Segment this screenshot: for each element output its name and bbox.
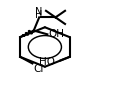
Circle shape <box>25 33 27 34</box>
Text: HO: HO <box>39 57 55 67</box>
Circle shape <box>26 33 28 34</box>
Circle shape <box>28 31 30 32</box>
Circle shape <box>30 32 31 33</box>
Circle shape <box>23 35 24 36</box>
Text: Cl: Cl <box>33 64 43 74</box>
Text: H: H <box>35 10 43 20</box>
Circle shape <box>27 34 28 35</box>
Text: OH: OH <box>48 29 64 39</box>
Circle shape <box>23 35 24 36</box>
Text: N: N <box>35 7 43 17</box>
Circle shape <box>23 35 25 36</box>
Circle shape <box>31 33 32 34</box>
